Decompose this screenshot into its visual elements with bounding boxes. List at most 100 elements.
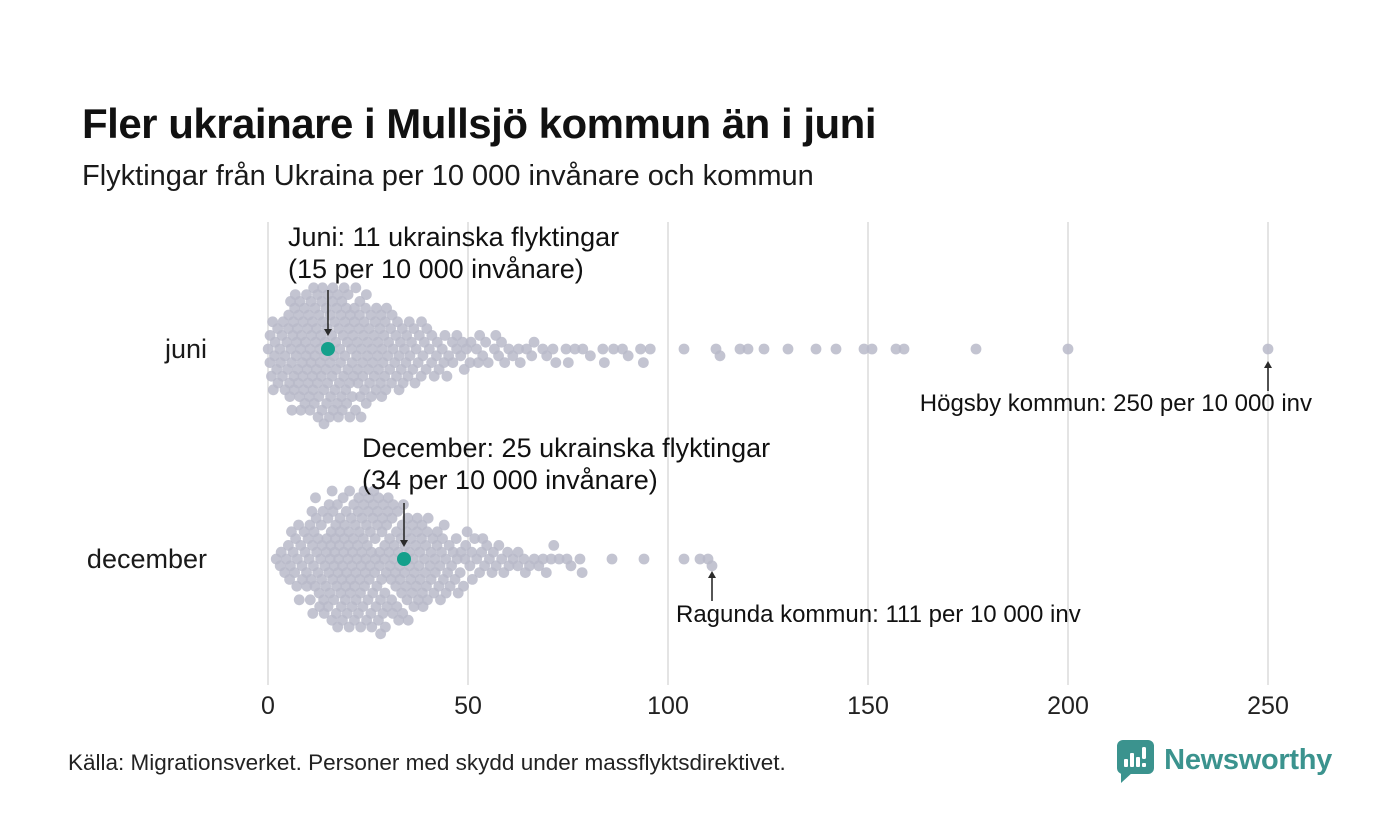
annotation-december-highlight: December: 25 ukrainska flyktingar (34 pe… <box>362 432 770 496</box>
x-tick-label-100: 100 <box>647 692 689 720</box>
data-dot <box>360 289 372 300</box>
data-dot <box>598 357 610 368</box>
data-dot <box>550 357 562 368</box>
data-dot <box>528 336 540 348</box>
data-dot <box>481 540 493 551</box>
data-dot <box>286 404 298 416</box>
data-dot <box>898 343 910 355</box>
data-dot <box>537 553 549 565</box>
data-dot <box>678 343 690 355</box>
data-dot <box>458 580 469 592</box>
data-dot <box>577 343 589 355</box>
x-tick-label-150: 150 <box>847 692 889 720</box>
data-dot <box>714 350 726 362</box>
row-label-december: december <box>86 544 207 574</box>
annotation-ragunda-max: Ragunda kommun: 111 per 10 000 inv <box>676 601 1081 628</box>
data-dot <box>576 567 588 578</box>
data-dot <box>355 411 367 423</box>
data-dot <box>694 553 706 565</box>
annotation-juni-line1: Juni: 11 ukrainska flyktingar <box>288 222 620 252</box>
data-dot <box>1262 343 1274 355</box>
newsworthy-logo: Newsworthy <box>1112 736 1332 784</box>
data-dot <box>606 553 618 565</box>
data-dot <box>326 485 338 497</box>
data-dot <box>461 526 473 538</box>
data-dot <box>379 621 391 633</box>
data-dot <box>644 343 656 355</box>
data-dot <box>706 560 718 572</box>
data-dot <box>450 533 462 544</box>
data-dot <box>350 282 362 294</box>
data-dot <box>565 560 577 572</box>
data-dot <box>346 391 358 402</box>
data-dot <box>890 343 902 355</box>
data-dot <box>830 343 842 355</box>
newsworthy-speech-bubble-bar-chart-icon <box>1117 740 1155 783</box>
data-dot <box>304 594 316 606</box>
data-dot <box>366 621 378 633</box>
data-dot <box>622 350 634 362</box>
data-dot <box>758 343 770 355</box>
annotation-juni-line2: (15 per 10 000 invånare) <box>288 254 584 284</box>
data-dot <box>438 519 450 531</box>
arrowhead-up-icon <box>1264 361 1272 368</box>
data-dot <box>339 350 351 362</box>
data-dot <box>464 560 476 572</box>
data-dot <box>423 343 435 355</box>
data-dot <box>782 343 794 355</box>
data-dot <box>514 357 526 368</box>
data-dot <box>810 343 822 355</box>
data-dot <box>328 594 340 606</box>
arrowhead-down-icon <box>400 540 408 547</box>
data-dot <box>637 357 649 368</box>
data-dot <box>545 553 557 565</box>
arrowhead-up-icon <box>708 571 716 578</box>
data-dot <box>310 492 321 504</box>
data-dot <box>569 343 581 355</box>
data-dot <box>293 594 305 606</box>
annotation-hogsby-max: Högsby kommun: 250 per 10 000 inv <box>919 390 1312 417</box>
data-dot <box>422 512 434 524</box>
data-dot <box>422 594 433 606</box>
data-dot <box>369 533 381 544</box>
x-tick-label-50: 50 <box>454 692 482 720</box>
data-dot <box>262 343 274 355</box>
data-dot <box>553 553 565 565</box>
data-dot <box>496 336 507 348</box>
highlight-dot <box>321 342 335 356</box>
data-dot <box>307 608 319 619</box>
annotation-juni-highlight: Juni: 11 ukrainska flyktingar (15 per 10… <box>288 221 619 285</box>
x-tick-label-250: 250 <box>1247 692 1289 720</box>
data-dot <box>402 614 414 626</box>
data-dot <box>379 587 391 599</box>
chart-title: Fler ukrainare i Mullsjö kommun än i jun… <box>82 100 877 148</box>
data-dot <box>342 289 354 300</box>
data-dot <box>970 343 982 355</box>
data-dot <box>499 357 511 368</box>
data-dot <box>410 343 422 355</box>
data-dot <box>513 343 525 355</box>
row-label-juni: juni <box>164 334 207 364</box>
data-dot <box>597 343 609 355</box>
data-dot <box>608 343 619 355</box>
data-dot <box>540 567 552 578</box>
data-dot <box>482 357 494 368</box>
data-dot <box>417 350 429 362</box>
data-dot <box>464 357 476 368</box>
data-dot <box>635 343 646 355</box>
data-dot <box>1062 343 1074 355</box>
data-dot <box>466 574 478 585</box>
data-dot <box>454 567 466 578</box>
data-dot <box>574 553 586 565</box>
data-dot <box>742 343 754 355</box>
data-dot <box>315 519 327 531</box>
data-dot <box>344 485 355 497</box>
data-dot <box>441 370 453 382</box>
data-dot <box>337 492 349 504</box>
data-dot <box>439 330 451 341</box>
data-dot <box>493 540 505 551</box>
source-note: Källa: Migrationsverket. Personer med sk… <box>68 750 786 775</box>
annotation-december-line2: (34 per 10 000 invånare) <box>362 465 658 495</box>
